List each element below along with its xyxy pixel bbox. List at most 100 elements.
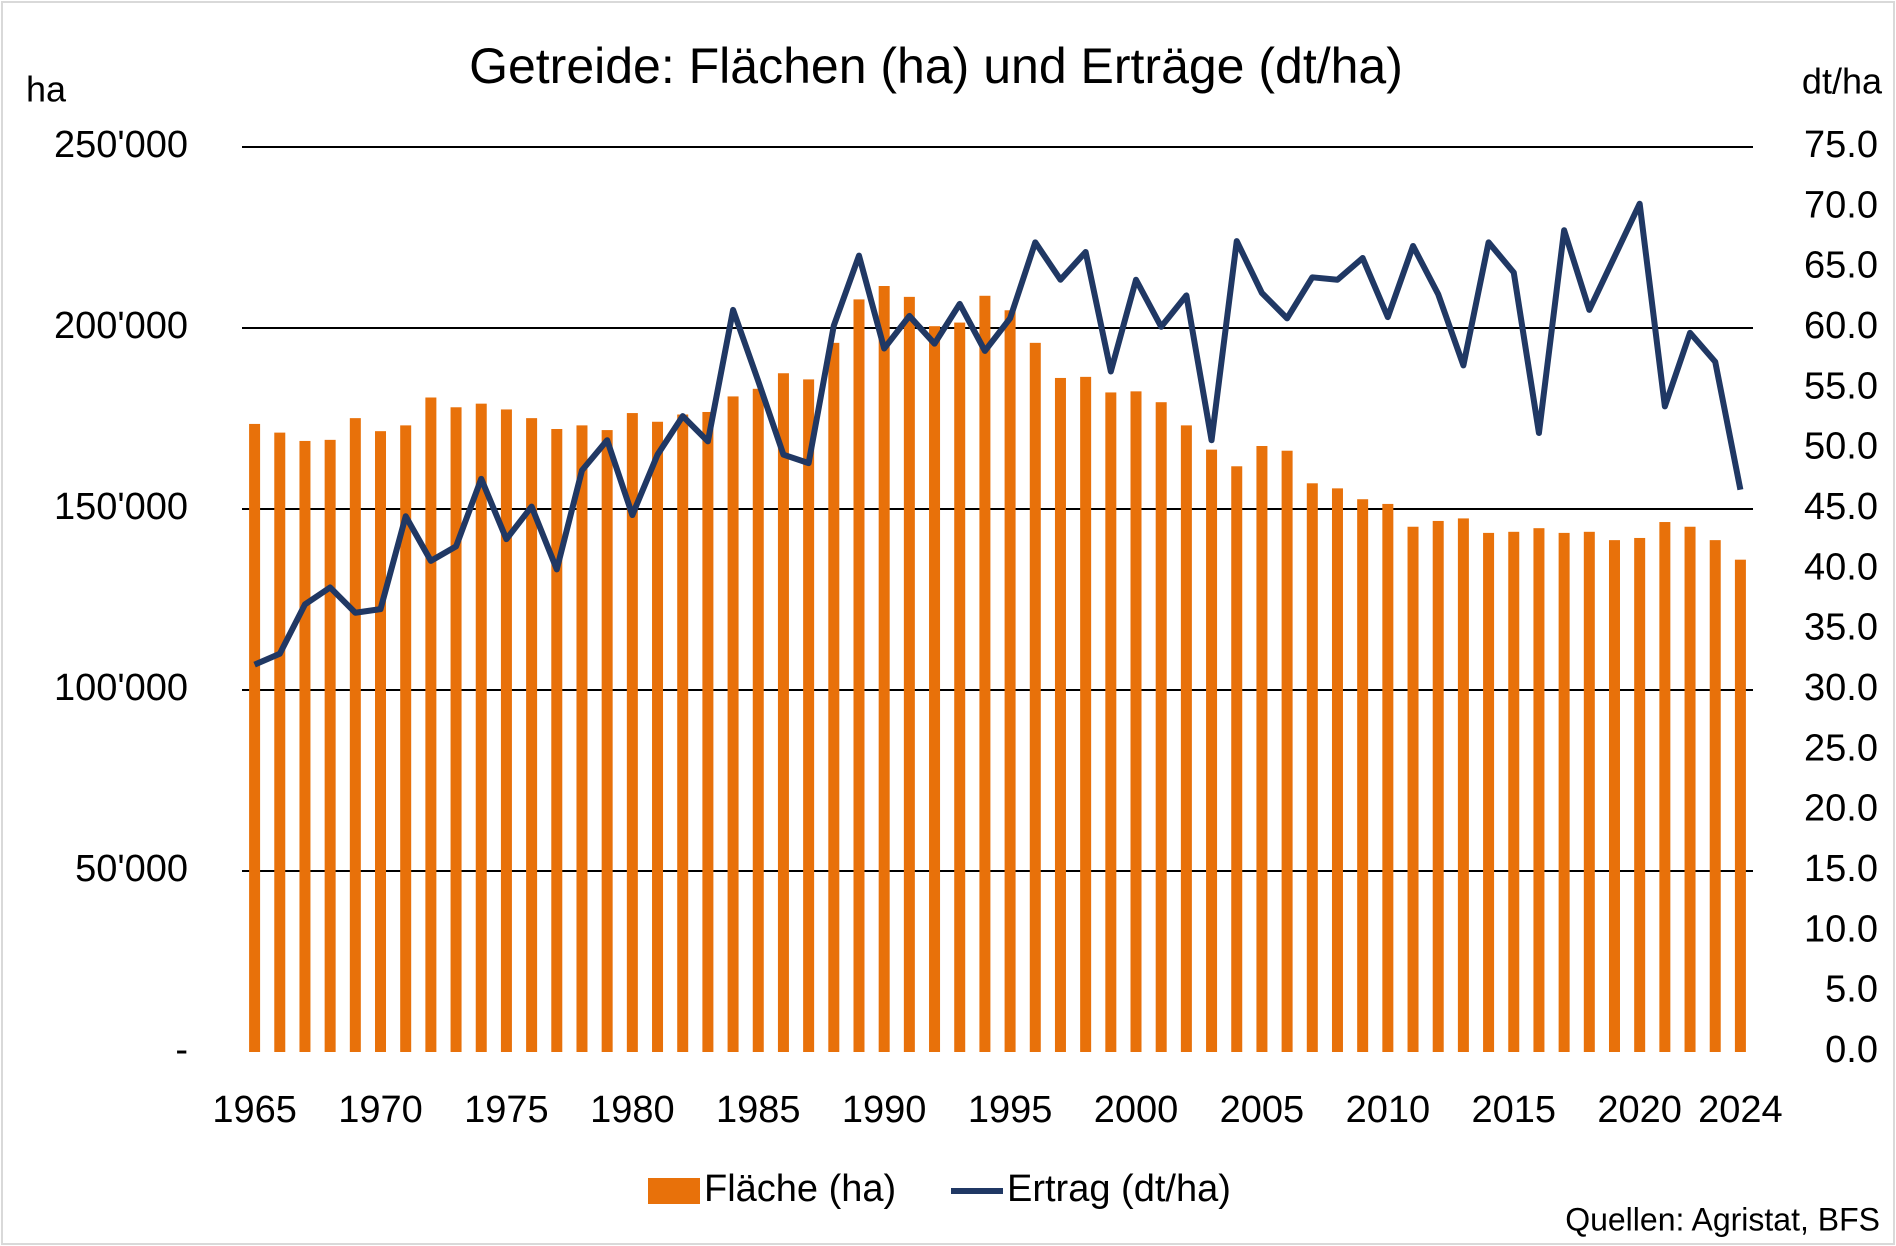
bar xyxy=(878,286,890,1052)
y2-tick-label: 15.0 xyxy=(1804,848,1878,890)
bar xyxy=(576,425,588,1052)
bar xyxy=(1155,402,1167,1053)
bar xyxy=(727,396,739,1053)
bar xyxy=(526,418,538,1052)
y2-tick-label: 60.0 xyxy=(1804,305,1878,347)
bar xyxy=(1709,540,1721,1052)
y-tick-label: 50'000 xyxy=(75,848,188,890)
bar xyxy=(299,440,311,1053)
y-tick-label: 250'000 xyxy=(54,124,188,166)
x-tick-label: 1990 xyxy=(842,1089,927,1131)
y2-tick-label: 25.0 xyxy=(1804,727,1878,769)
bar xyxy=(853,299,865,1053)
y-tick-label: 150'000 xyxy=(54,486,188,528)
line xyxy=(253,200,1744,668)
bar xyxy=(1029,342,1041,1052)
bar xyxy=(249,423,261,1052)
chart-title: Getreide: Flächen (ha) und Erträge (dt/h… xyxy=(469,38,1403,94)
bar xyxy=(1508,531,1520,1052)
x-tick-label: 1965 xyxy=(212,1089,297,1131)
bar xyxy=(979,295,991,1053)
x-tick-label: 2024 xyxy=(1698,1089,1783,1131)
y2-tick-label: 45.0 xyxy=(1804,486,1878,528)
bar xyxy=(1080,376,1092,1052)
bar xyxy=(702,411,714,1052)
x-tick-label: 2010 xyxy=(1346,1089,1431,1131)
bar xyxy=(375,431,387,1052)
y2-tick-label: 75.0 xyxy=(1804,124,1878,166)
bar xyxy=(475,403,487,1053)
bar xyxy=(1583,531,1595,1052)
bar xyxy=(274,432,286,1052)
legend-label: Ertrag (dt/ha) xyxy=(1007,1168,1231,1210)
bar xyxy=(903,296,915,1052)
y2-tick-label: 70.0 xyxy=(1804,184,1878,226)
bar xyxy=(1659,522,1671,1052)
bar xyxy=(1734,559,1746,1052)
bar xyxy=(1331,488,1343,1053)
y2-tick-label: 0.0 xyxy=(1825,1029,1878,1071)
bar xyxy=(551,428,563,1052)
bar xyxy=(349,418,361,1052)
x-tick-label: 2000 xyxy=(1094,1089,1179,1131)
y2-tick-label: 10.0 xyxy=(1804,908,1878,950)
x-tick-label: 1985 xyxy=(716,1089,801,1131)
x-tick-label: 2020 xyxy=(1597,1089,1682,1131)
bar xyxy=(1105,392,1117,1052)
bar xyxy=(1281,450,1293,1052)
bar xyxy=(803,379,815,1052)
bar xyxy=(601,430,613,1053)
bar xyxy=(626,413,638,1052)
bar xyxy=(677,414,689,1052)
bar xyxy=(1004,310,1016,1053)
legend-label: Fläche (ha) xyxy=(704,1168,896,1210)
bar xyxy=(1457,518,1469,1052)
bar xyxy=(777,373,789,1052)
y-axis-label: ha xyxy=(26,69,67,110)
bar xyxy=(929,326,941,1052)
x-tick-label: 1980 xyxy=(590,1089,675,1131)
y2-axis-label: dt/ha xyxy=(1802,61,1883,102)
bar xyxy=(1206,449,1218,1053)
y2-tick-label: 40.0 xyxy=(1804,546,1878,588)
bar xyxy=(954,322,966,1052)
y2-tick-label: 65.0 xyxy=(1804,245,1878,287)
source: Quellen: Agristat, BFS xyxy=(1565,1201,1880,1237)
bar xyxy=(1382,503,1394,1052)
bar xyxy=(1608,540,1620,1052)
bar xyxy=(1054,377,1066,1052)
bar xyxy=(1256,446,1268,1053)
bar xyxy=(1533,528,1545,1052)
bar xyxy=(450,407,462,1052)
y2-tick-label: 5.0 xyxy=(1825,969,1878,1011)
y2-tick-label: 35.0 xyxy=(1804,607,1878,649)
bar xyxy=(1634,537,1646,1052)
y-tick-label: 100'000 xyxy=(54,667,188,709)
bar xyxy=(425,397,437,1052)
bar xyxy=(400,425,412,1052)
bar xyxy=(1180,425,1192,1052)
bar xyxy=(500,409,512,1052)
y2-tick-label: 20.0 xyxy=(1804,788,1878,830)
y2-tick-label: 50.0 xyxy=(1804,426,1878,468)
bar xyxy=(1483,532,1495,1052)
x-tick-label: 2015 xyxy=(1471,1089,1556,1131)
bar xyxy=(1558,532,1570,1052)
bar xyxy=(1432,520,1444,1052)
bar xyxy=(1306,483,1318,1053)
y-tick-label: 200'000 xyxy=(54,305,188,347)
bar xyxy=(652,421,664,1052)
x-tick-label: 1970 xyxy=(338,1089,423,1131)
bar xyxy=(1684,526,1696,1052)
bar xyxy=(1407,526,1419,1052)
bar xyxy=(324,439,336,1052)
bar xyxy=(752,388,764,1052)
bar xyxy=(1357,499,1369,1052)
x-tick-label: 1975 xyxy=(464,1089,549,1131)
legend-swatch xyxy=(648,1178,700,1204)
y2-tick-label: 30.0 xyxy=(1804,667,1878,709)
x-tick-label: 2005 xyxy=(1220,1089,1305,1131)
y2-tick-label: 55.0 xyxy=(1804,365,1878,407)
bar xyxy=(1231,466,1243,1052)
